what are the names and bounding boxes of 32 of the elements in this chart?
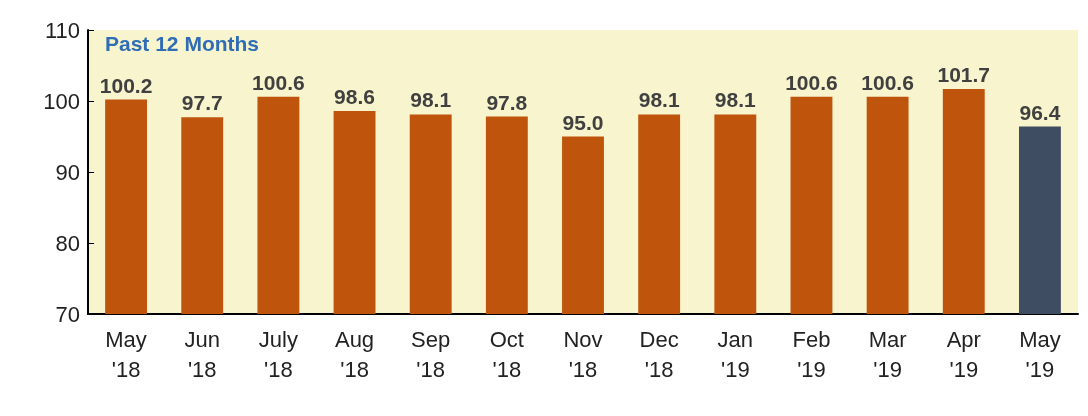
data-label: 100.6 xyxy=(861,70,914,94)
x-tick-label: Oct '18 xyxy=(489,326,524,382)
x-tick-label: Nov '18 xyxy=(563,326,603,382)
x-tick-label: Mar '19 xyxy=(868,326,907,382)
data-label: 98.6 xyxy=(334,84,375,108)
y-tick-label: 90 xyxy=(55,159,80,185)
chart-title: Past 12 Months xyxy=(105,32,260,55)
x-tick-label: July '18 xyxy=(258,326,298,382)
data-label: 97.7 xyxy=(181,91,223,115)
y-tick-label: 70 xyxy=(55,301,80,327)
data-label: 97.8 xyxy=(486,90,528,114)
x-tick-label: Dec '18 xyxy=(639,326,679,382)
x-tick-label: Jan '19 xyxy=(717,326,754,382)
y-tick-label: 100 xyxy=(43,88,80,114)
data-label: 100.6 xyxy=(252,70,305,94)
data-label: 100.6 xyxy=(785,70,838,94)
data-label: 98.1 xyxy=(638,88,680,112)
x-tick-label: Jun '18 xyxy=(184,326,220,382)
x-tick-label: Aug '18 xyxy=(334,326,375,382)
data-label: 96.4 xyxy=(1019,100,1061,124)
data-label: 95.0 xyxy=(562,110,604,134)
x-tick-label: Feb '19 xyxy=(792,326,831,382)
data-label: 98.1 xyxy=(714,88,757,112)
data-label: 100.2 xyxy=(99,73,153,97)
data-label: 101.7 xyxy=(937,62,991,86)
y-tick-label: 110 xyxy=(44,17,80,43)
x-tick-label: Sep '18 xyxy=(411,326,451,382)
x-tick-label: May '18 xyxy=(105,326,147,382)
x-tick-label: Apr '19 xyxy=(946,326,981,382)
x-tick-label: May '19 xyxy=(1019,326,1061,382)
data-label: 98.1 xyxy=(410,88,452,112)
y-tick-label: 80 xyxy=(55,230,80,256)
